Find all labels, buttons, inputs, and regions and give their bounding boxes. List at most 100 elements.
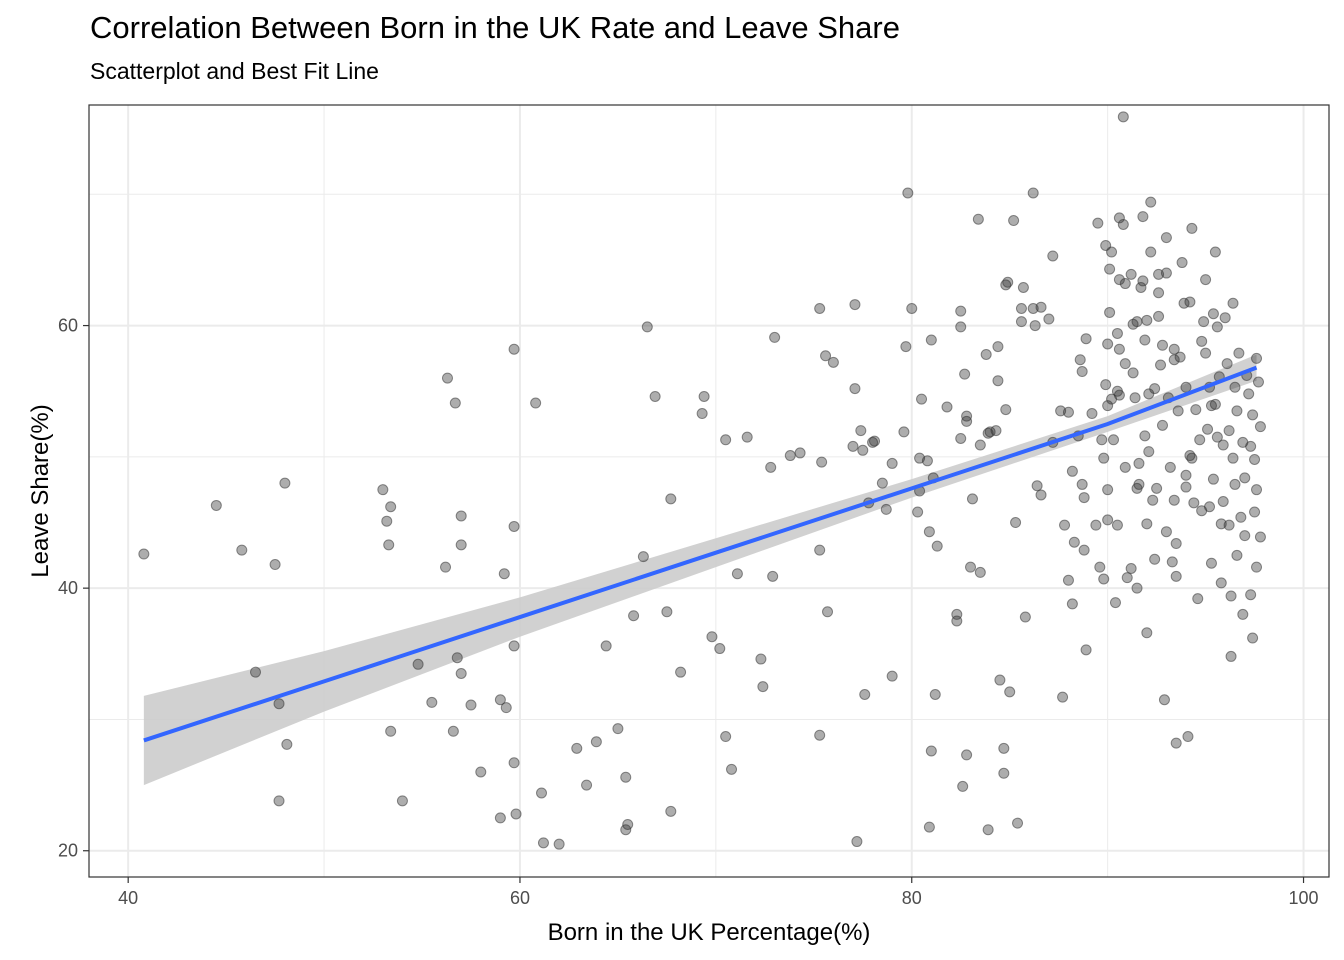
data-point [794, 447, 806, 459]
data-point [1098, 573, 1110, 585]
data-point [1209, 398, 1221, 410]
data-point [1066, 465, 1078, 477]
data-point [1068, 536, 1080, 548]
data-point [1186, 452, 1198, 464]
data-point [876, 477, 888, 489]
data-point [1211, 321, 1223, 333]
data-point [1209, 246, 1221, 258]
data-point [1062, 574, 1074, 586]
data-point [1139, 430, 1151, 442]
data-point [982, 824, 994, 836]
data-point [281, 738, 293, 750]
data-point [1094, 561, 1106, 573]
data-point [1170, 538, 1182, 550]
data-point [1215, 577, 1227, 589]
data-point [508, 640, 520, 652]
data-point [1127, 367, 1139, 379]
data-point [1190, 404, 1202, 416]
data-point [1102, 400, 1114, 412]
y-axis-title: Leave Share(%) [27, 404, 54, 577]
data-point [880, 503, 892, 515]
data-point [1251, 561, 1263, 573]
data-point [508, 343, 520, 355]
data-point [383, 539, 395, 551]
data-point [210, 499, 222, 511]
data-point [1092, 217, 1104, 229]
data-point [886, 670, 898, 682]
data-point [923, 821, 935, 833]
data-point [1047, 250, 1059, 262]
data-point [1186, 222, 1198, 234]
data-point [1111, 327, 1123, 339]
data-point [440, 561, 452, 573]
data-point [902, 187, 914, 199]
data-point [980, 348, 992, 360]
plot-border [88, 104, 1330, 878]
data-point [1098, 452, 1110, 464]
data-point [641, 321, 653, 333]
data-point [994, 674, 1006, 686]
data-point [1192, 593, 1204, 605]
data-point [1113, 274, 1125, 286]
data-point [851, 836, 863, 848]
data-point [1243, 388, 1255, 400]
data-point [1247, 632, 1259, 644]
data-point [553, 838, 565, 850]
data-point [508, 520, 520, 532]
data-point [1004, 686, 1016, 698]
data-point [992, 341, 1004, 353]
data-point [1104, 263, 1116, 275]
data-point [628, 610, 640, 622]
data-point [530, 397, 542, 409]
data-point [1160, 267, 1172, 279]
data-point [1182, 731, 1194, 743]
data-point [612, 723, 624, 735]
data-point [1160, 232, 1172, 244]
data-point [855, 425, 867, 437]
data-point [1010, 517, 1022, 529]
data-point [381, 515, 393, 527]
data-point [1202, 423, 1214, 435]
data-point [906, 303, 918, 315]
y-tick-label: 20 [58, 841, 78, 861]
data-point [665, 805, 677, 817]
data-point [236, 544, 248, 556]
data-point [1219, 312, 1231, 324]
data-point [731, 568, 743, 580]
data-point [1188, 497, 1200, 509]
data-point [441, 372, 453, 384]
data-point [1141, 518, 1153, 530]
data-point [1090, 519, 1102, 531]
data-point [1231, 549, 1243, 561]
data-point [1176, 257, 1188, 269]
data-point [447, 725, 459, 737]
data-point [720, 434, 732, 446]
data-point [498, 568, 510, 580]
data-point [426, 696, 438, 708]
y-tick-label: 40 [58, 578, 78, 598]
data-point [494, 812, 506, 824]
data-point [412, 658, 424, 670]
data-point [1117, 218, 1129, 230]
data-point [1225, 590, 1237, 602]
data-point [1168, 494, 1180, 506]
data-point [1100, 379, 1112, 391]
data-point [1015, 316, 1027, 328]
data-point [814, 729, 826, 741]
data-point [508, 757, 520, 769]
data-point [1235, 511, 1247, 523]
data-point [1031, 480, 1043, 492]
x-axis-ticks: 40 60 80 100 [118, 877, 1319, 908]
data-point [990, 425, 1002, 437]
data-point [1153, 310, 1165, 322]
data-point [1141, 314, 1153, 326]
data-point [1164, 461, 1176, 473]
data-point [1119, 358, 1131, 370]
data-point [1249, 506, 1261, 518]
data-point [1156, 339, 1168, 351]
data-point [1170, 570, 1182, 582]
data-point [1131, 582, 1143, 594]
x-tick-label: 100 [1289, 888, 1319, 908]
data-point [1200, 347, 1212, 359]
grid-minor [89, 105, 1329, 877]
